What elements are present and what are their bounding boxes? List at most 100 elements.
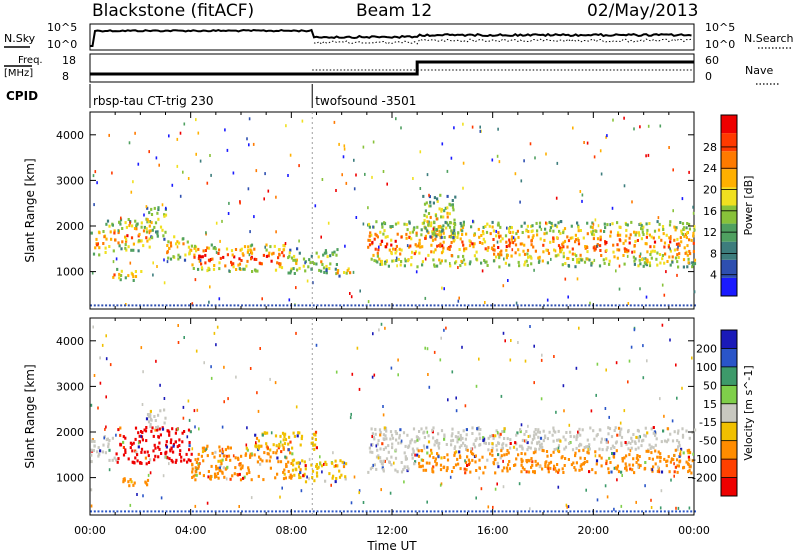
echo-cell <box>635 435 638 439</box>
near-range-cell <box>633 304 636 307</box>
echo-cell <box>423 202 427 206</box>
scatter-cell <box>208 300 210 304</box>
echo-cell <box>116 460 119 464</box>
echo-cell <box>125 239 128 243</box>
scatter-cell <box>623 409 626 413</box>
scatter-cell <box>112 260 115 264</box>
scatter-cell <box>400 126 402 130</box>
echo-cell <box>399 263 402 267</box>
scatter-cell <box>511 248 514 252</box>
echo-cell <box>447 223 450 227</box>
near-range-cell <box>467 510 470 513</box>
scatter-cell <box>284 242 287 245</box>
echo-cell <box>218 466 221 470</box>
echo-cell <box>445 443 448 446</box>
scatter-cell <box>349 292 351 295</box>
echo-cell <box>503 427 506 431</box>
echo-cell <box>599 229 602 233</box>
echo-cell <box>422 468 425 472</box>
echo-cell <box>611 452 614 455</box>
scatter-cell <box>581 193 584 197</box>
echo-cell <box>331 461 334 465</box>
near-range-cell <box>252 510 255 513</box>
echo-cell <box>446 458 450 462</box>
echo-cell <box>625 228 628 232</box>
scatter-cell <box>590 409 593 413</box>
scatter-cell <box>457 299 460 303</box>
scatter-cell <box>423 446 426 450</box>
echo-cell <box>497 453 500 457</box>
echo-cell <box>145 426 148 429</box>
scatter-cell <box>604 407 607 410</box>
echo-cell <box>499 234 502 238</box>
near-range-cell <box>305 510 308 513</box>
echo-cell <box>160 452 163 455</box>
near-range-cell <box>365 304 368 307</box>
echo-cell <box>204 253 207 257</box>
echo-cell <box>492 462 496 466</box>
echo-cell <box>578 444 581 448</box>
echo-cell <box>442 215 445 219</box>
near-range-cell <box>237 304 240 307</box>
echo-cell <box>492 259 496 263</box>
echo-cell <box>184 253 187 257</box>
echo-cell <box>445 469 448 473</box>
scatter-cell <box>642 344 644 348</box>
near-range-cell <box>644 304 647 307</box>
scatter-cell <box>546 298 549 302</box>
echo-cell <box>661 225 665 228</box>
echo-cell <box>386 235 389 239</box>
echo-cell <box>578 260 581 264</box>
scatter-cell <box>605 135 607 139</box>
echo-cell <box>438 233 442 237</box>
echo-cell <box>586 246 589 249</box>
echo-cell <box>198 259 201 263</box>
x-tick-label: 00:00 <box>678 524 710 537</box>
echo-cell <box>219 256 222 260</box>
echo-cell <box>464 437 467 441</box>
scatter-cell <box>419 150 422 154</box>
echo-cell <box>677 256 680 259</box>
echo-cell <box>374 247 377 251</box>
echo-cell <box>598 264 602 268</box>
echo-cell <box>525 430 528 433</box>
echo-cell <box>390 433 394 437</box>
echo-cell <box>219 464 222 468</box>
echo-cell <box>602 258 605 262</box>
echo-cell <box>124 246 127 250</box>
echo-cell <box>464 262 467 266</box>
scatter-cell <box>248 143 250 147</box>
scatter-cell <box>205 447 207 451</box>
echo-cell <box>550 221 553 225</box>
echo-cell <box>321 263 324 266</box>
echo-cell <box>382 232 385 236</box>
echo-cell <box>677 429 680 433</box>
echo-cell <box>169 257 173 261</box>
scatter-cell <box>247 187 250 191</box>
echo-cell <box>282 470 285 474</box>
echo-cell <box>119 218 123 222</box>
echo-cell <box>431 230 434 234</box>
near-range-cell <box>112 510 115 513</box>
echo-cell <box>114 238 117 242</box>
echo-cell <box>644 426 647 430</box>
echo-cell <box>592 229 595 233</box>
echo-cell <box>453 232 456 236</box>
echo-cell <box>395 259 398 262</box>
echo-cell <box>117 457 120 461</box>
scatter-cell <box>362 145 365 149</box>
echo-cell <box>664 252 667 256</box>
echo-cell <box>255 258 258 261</box>
echo-cell <box>151 426 154 430</box>
echo-cell <box>523 221 526 225</box>
scatter-cell <box>419 187 422 190</box>
echo-cell <box>281 431 285 435</box>
echo-cell <box>658 235 661 239</box>
echo-cell <box>277 256 280 260</box>
scatter-cell <box>288 298 291 302</box>
scatter-cell <box>502 485 505 489</box>
echo-cell <box>161 427 165 431</box>
echo-cell <box>576 260 579 264</box>
echo-cell <box>687 257 690 261</box>
echo-cell <box>543 436 547 440</box>
